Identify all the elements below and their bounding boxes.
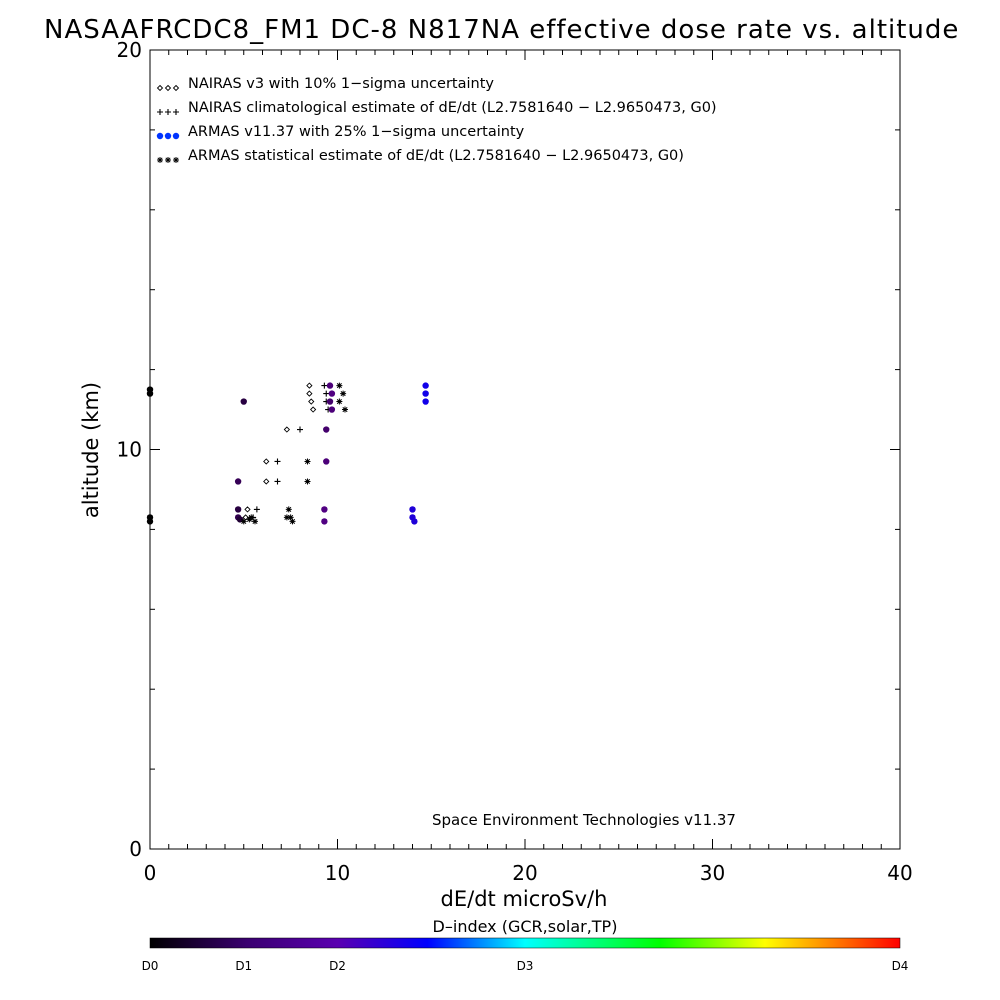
data-point-plus — [297, 426, 303, 433]
data-point-filled-circle — [422, 382, 429, 389]
x-tick-label: 10 — [325, 861, 350, 885]
data-point-filled-circle — [234, 478, 242, 485]
data-point-asterisk — [285, 506, 292, 513]
data-point-diamond — [283, 426, 291, 433]
data-point-asterisk — [289, 518, 296, 525]
x-tick-label: 20 — [512, 861, 537, 885]
colorbar-label: D0 — [142, 959, 159, 973]
legend-label: ARMAS v11.37 with 25% 1−sigma uncertaint… — [188, 124, 525, 140]
data-point-filled-circle — [328, 406, 336, 413]
colorbar-label: D4 — [892, 959, 909, 973]
data-point-diamond — [308, 398, 315, 405]
data-point-asterisk — [240, 518, 247, 525]
data-point-plus — [274, 458, 281, 465]
data-point-asterisk — [336, 398, 343, 405]
data-points — [146, 382, 429, 525]
legend-label: NAIRAS v3 with 10% 1−sigma uncertainty — [188, 76, 494, 92]
data-point-asterisk — [304, 478, 311, 485]
data-point-asterisk — [246, 516, 253, 523]
legend-marker — [165, 157, 171, 163]
data-point-asterisk — [283, 514, 290, 521]
data-point-filled-circle — [240, 398, 247, 405]
data-point-filled-circle — [411, 518, 418, 525]
data-point-plus — [253, 506, 260, 513]
data-point-asterisk — [336, 382, 343, 389]
data-point-plus — [274, 478, 281, 485]
legend-marker — [164, 132, 172, 140]
legend-marker — [164, 84, 172, 92]
data-point-diamond — [263, 458, 270, 465]
data-point-filled-circle — [422, 398, 429, 405]
data-point-filled-circle — [409, 506, 416, 513]
data-point-filled-circle — [326, 398, 334, 405]
x-tick-labels: 0 10 20 30 40 — [144, 861, 913, 885]
data-point-filled-circle — [323, 426, 330, 433]
x-tick-label: 40 — [887, 861, 912, 885]
y-tick-label: 20 — [117, 38, 142, 62]
y-tick-labels: 0 10 20 — [117, 38, 142, 861]
colorbar-labels: D0 D1 D2 D3 D4 — [142, 959, 909, 973]
y-axis-label: altitude (km) — [79, 382, 103, 518]
legend-marker — [157, 157, 163, 163]
data-point-asterisk — [287, 514, 294, 521]
legend-marker — [172, 84, 180, 92]
data-point-asterisk — [252, 518, 258, 525]
data-point-filled-circle — [146, 386, 154, 393]
data-point-filled-circle — [321, 506, 328, 513]
axis-ticks — [149, 49, 901, 850]
data-point-diamond — [263, 478, 270, 485]
data-point-asterisk — [340, 390, 347, 397]
data-point-filled-circle — [328, 390, 336, 397]
legend-marker — [156, 132, 164, 140]
data-point-filled-circle — [146, 518, 154, 525]
legend-marker — [157, 109, 163, 115]
legend-marker — [165, 109, 171, 115]
plot-frame — [149, 49, 901, 850]
legend-label: NAIRAS climatological estimate of dE/dt … — [188, 100, 717, 116]
colorbar-label: D1 — [235, 959, 252, 973]
data-point-filled-circle — [326, 382, 334, 389]
legend-marker — [173, 109, 179, 115]
data-point-filled-circle — [323, 458, 330, 465]
legend: NAIRAS v3 with 10% 1−sigma uncertainty NA… — [156, 76, 717, 164]
data-point-asterisk — [342, 406, 348, 413]
colorbar-label: D2 — [329, 959, 346, 973]
data-point-diamond — [244, 506, 251, 513]
x-tick-label: 0 — [144, 861, 157, 885]
data-point-diamond — [306, 390, 313, 397]
data-point-asterisk — [304, 458, 311, 465]
x-tick-label: 30 — [700, 861, 725, 885]
y-tick-label: 0 — [129, 837, 142, 861]
legend-marker — [173, 157, 179, 163]
y-tick-label: 10 — [117, 438, 142, 462]
x-axis-label: dE/dt microSv/h — [441, 887, 608, 911]
data-point-filled-circle — [234, 506, 242, 513]
credit-text: Space Environment Technologies v11.37 — [432, 811, 736, 829]
chart-title: NASAAFRCDC8_FM1 DC-8 N817NA effective do… — [44, 15, 959, 45]
colorbar — [149, 937, 901, 949]
data-point-filled-circle — [422, 390, 429, 397]
colorbar-title: D–index (GCR,solar,TP) — [433, 917, 618, 936]
legend-marker — [172, 132, 180, 140]
legend-label: ARMAS statistical estimate of dE/dt (L2.… — [188, 148, 684, 164]
data-point-diamond — [306, 382, 313, 389]
data-point-plus — [321, 382, 328, 389]
data-point-plus — [323, 390, 330, 397]
data-point-filled-circle — [321, 518, 328, 525]
data-point-diamond — [309, 406, 317, 413]
legend-marker — [156, 84, 164, 92]
colorbar-label: D3 — [517, 959, 534, 973]
